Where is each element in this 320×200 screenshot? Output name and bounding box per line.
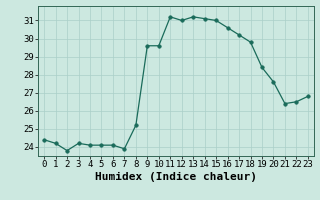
X-axis label: Humidex (Indice chaleur): Humidex (Indice chaleur) [95,172,257,182]
